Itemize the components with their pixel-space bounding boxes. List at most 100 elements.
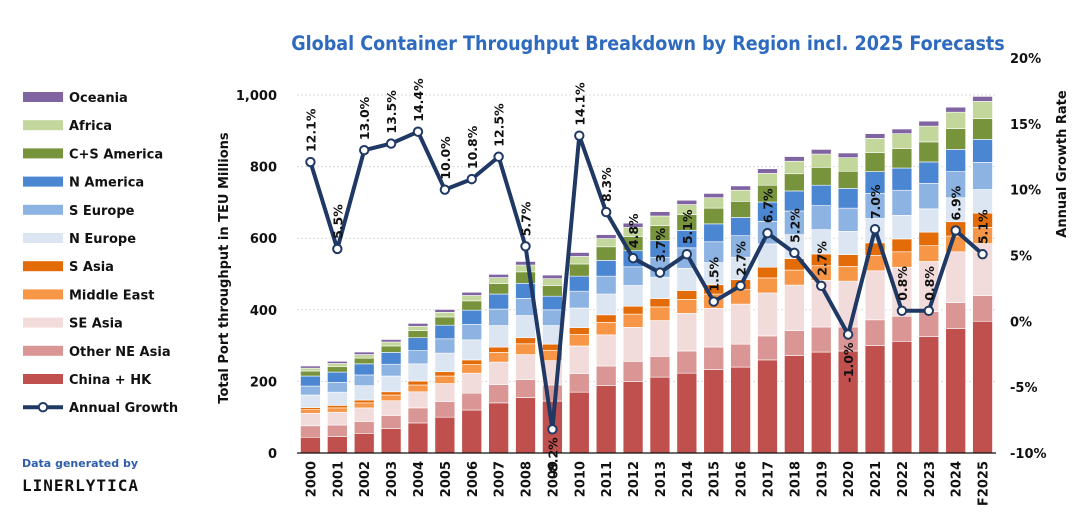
- x-tick-label: 2023: [923, 461, 938, 497]
- bar-segment: [300, 370, 321, 377]
- growth-data-label: 5.1%: [680, 209, 695, 244]
- bar-segment: [676, 267, 698, 291]
- bar-segment: [676, 372, 698, 454]
- x-tick-label: 2005: [439, 461, 454, 497]
- bar-stack: [569, 252, 590, 454]
- bar-segment: [407, 325, 429, 331]
- bar-segment: [703, 346, 724, 370]
- bar-segment: [353, 433, 375, 454]
- bar-segment: [837, 157, 859, 172]
- bar-stack: [515, 261, 536, 454]
- bar-stack: [784, 156, 805, 454]
- bar-segment: [434, 383, 456, 402]
- bar-segment: [300, 425, 321, 438]
- bar-segment: [945, 106, 966, 113]
- bar-segment: [407, 363, 429, 382]
- bar-segment: [676, 290, 698, 300]
- bar-segment: [380, 400, 402, 416]
- bar-segment: [353, 351, 375, 355]
- bar-segment: [488, 308, 509, 326]
- bar-segment: [461, 324, 482, 341]
- bar-stack: [407, 323, 429, 454]
- growth-point: [332, 243, 343, 255]
- bar-segment: [891, 133, 913, 150]
- growth-data-label: 13.0%: [357, 96, 372, 140]
- bar-segment: [407, 337, 429, 351]
- bar-segment: [864, 270, 886, 321]
- bar-segment: [918, 208, 940, 233]
- bar-segment: [622, 327, 644, 362]
- bar-segment: [407, 422, 429, 454]
- bar-segment: [380, 391, 402, 396]
- growth-line: [305, 126, 988, 435]
- bar-segment: [461, 364, 482, 374]
- legend-swatch: [23, 120, 63, 131]
- x-tick-label: 2009: [546, 461, 561, 497]
- growth-point: [439, 184, 451, 195]
- bar-segment: [891, 341, 913, 454]
- x-tick-label: 2018: [788, 461, 803, 497]
- bar-segment: [300, 365, 321, 369]
- growth-data-label: 2.7%: [734, 241, 749, 276]
- bar-segment: [569, 275, 590, 292]
- growth-point: [816, 280, 827, 291]
- bar-segment: [327, 366, 348, 373]
- bar-segment: [730, 366, 751, 454]
- bar-segment: [918, 231, 940, 247]
- bar-segment: [461, 291, 482, 296]
- legend-label: C+S America: [69, 147, 163, 162]
- legend-label: Other NE Asia: [69, 345, 171, 360]
- bar-segment: [837, 207, 859, 232]
- credit-line: Data generated by: [22, 457, 139, 470]
- growth-data-label: 5.2%: [787, 208, 802, 243]
- bar-segment: [784, 190, 805, 212]
- growth-data-label: 5.1%: [976, 209, 991, 244]
- x-tick-label: 2003: [385, 461, 400, 497]
- bar-segment: [757, 266, 778, 279]
- legend-line-marker: [37, 402, 49, 413]
- bar-segment: [891, 251, 913, 268]
- bar-segment: [569, 263, 590, 277]
- legend-swatch: [23, 261, 63, 272]
- bar-segment: [380, 428, 402, 454]
- bar-stack: [380, 339, 402, 454]
- bar-segment: [515, 354, 536, 380]
- bar-segment: [461, 392, 482, 411]
- x-tick-label: 2004: [412, 461, 427, 497]
- bar-segment: [649, 320, 671, 357]
- bar-segment: [380, 352, 402, 365]
- bar-segment: [488, 384, 509, 404]
- bar-segment: [488, 346, 509, 353]
- bar-segment: [542, 278, 563, 286]
- bar-segment: [649, 215, 671, 226]
- bar-segment: [515, 337, 536, 345]
- x-tick-label: 2024: [950, 461, 965, 497]
- bar-segment: [515, 315, 536, 339]
- bar-segment: [380, 394, 402, 402]
- bar-segment: [569, 307, 590, 329]
- bar-segment: [837, 266, 859, 282]
- bar-segment: [891, 315, 913, 342]
- growth-data-label: 0.8%: [895, 266, 910, 301]
- legend-swatch: [23, 204, 63, 215]
- bar-segment: [649, 376, 671, 454]
- bar-stack: [730, 185, 751, 454]
- bar-segment: [864, 138, 886, 153]
- bar-segment: [784, 284, 805, 331]
- bar-segment: [622, 285, 644, 307]
- growth-point: [681, 248, 693, 260]
- bar-segment: [945, 128, 966, 150]
- bar-segment: [327, 371, 348, 383]
- bar-segment: [461, 339, 482, 361]
- bar-segment: [300, 436, 321, 454]
- growth-point: [708, 296, 719, 307]
- growth-point: [600, 206, 612, 218]
- bar-segment: [811, 184, 832, 206]
- growth-data-label: 7.0%: [868, 184, 883, 219]
- growth-data-label: 0.8%: [922, 266, 937, 301]
- bar-segment: [730, 201, 751, 218]
- growth-data-label: 6.9%: [949, 185, 964, 220]
- growth-data-label: -8.2%: [545, 437, 560, 477]
- bar-segment: [972, 162, 993, 190]
- bar-segment: [622, 381, 644, 454]
